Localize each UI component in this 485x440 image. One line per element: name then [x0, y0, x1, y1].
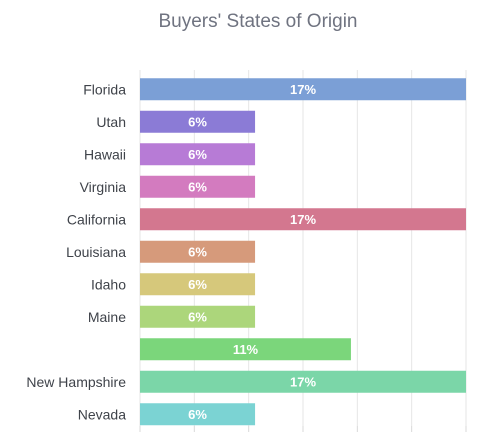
category-label: California — [67, 211, 126, 227]
category-label: Idaho — [91, 276, 126, 292]
bar[interactable] — [140, 110, 256, 133]
category-label: Louisiana — [66, 244, 126, 260]
bar-value-label: 6% — [188, 147, 207, 162]
category-label: Utah — [96, 114, 126, 130]
chart-bars: 17% 6% 6% 6% 17% 6% 6% 6% 11% 17% 6% — [140, 78, 466, 426]
category-label: New Hampshire — [26, 374, 126, 390]
bar-value-label: 6% — [188, 277, 207, 292]
bar[interactable] — [140, 273, 256, 296]
bar-value-label: 6% — [188, 244, 207, 259]
bar[interactable] — [140, 403, 256, 426]
bar[interactable] — [140, 208, 466, 231]
bar-value-label: 6% — [188, 179, 207, 194]
category-label: Florida — [83, 81, 126, 97]
bar-value-label: 6% — [188, 114, 207, 129]
bar-value-label: 11% — [233, 342, 259, 357]
bar-value-label: 17% — [290, 212, 316, 227]
bar[interactable] — [140, 143, 256, 166]
bar[interactable] — [140, 338, 351, 361]
category-label: Nevada — [78, 406, 126, 422]
bar-value-label: 17% — [290, 82, 316, 97]
bar-value-label: 6% — [188, 407, 207, 422]
category-label: Maine — [88, 309, 126, 325]
chart-title: Buyers' States of Origin — [159, 11, 358, 32]
chart-category-labels: Florida Utah Hawaii Virginia California Louis… — [26, 81, 126, 422]
bar[interactable] — [140, 305, 256, 328]
bar-value-label: 17% — [290, 374, 316, 389]
category-label: Hawaii — [84, 146, 126, 162]
bar[interactable] — [140, 370, 466, 393]
bar[interactable] — [140, 78, 466, 101]
bar[interactable] — [140, 175, 256, 198]
bar-value-label: 6% — [188, 309, 207, 324]
chart-axis-ticks — [139, 426, 467, 432]
category-label: Virginia — [80, 179, 127, 195]
bar[interactable] — [140, 240, 256, 263]
